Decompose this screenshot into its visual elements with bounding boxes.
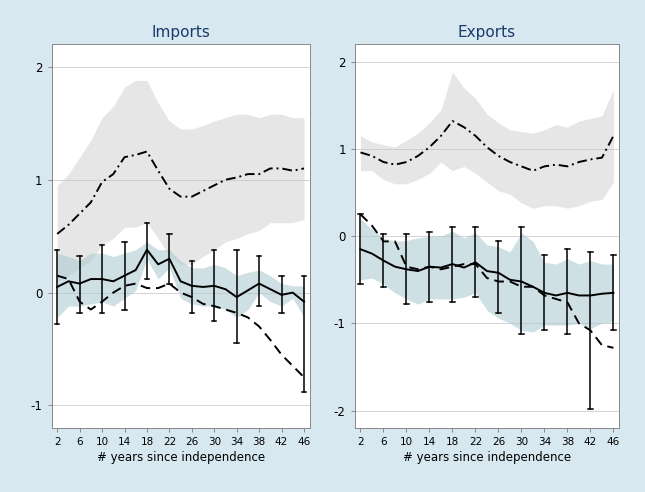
Title: Exports: Exports [458, 25, 516, 40]
X-axis label: # years since independence: # years since independence [403, 451, 571, 464]
X-axis label: # years since independence: # years since independence [97, 451, 264, 464]
Title: Imports: Imports [151, 25, 210, 40]
